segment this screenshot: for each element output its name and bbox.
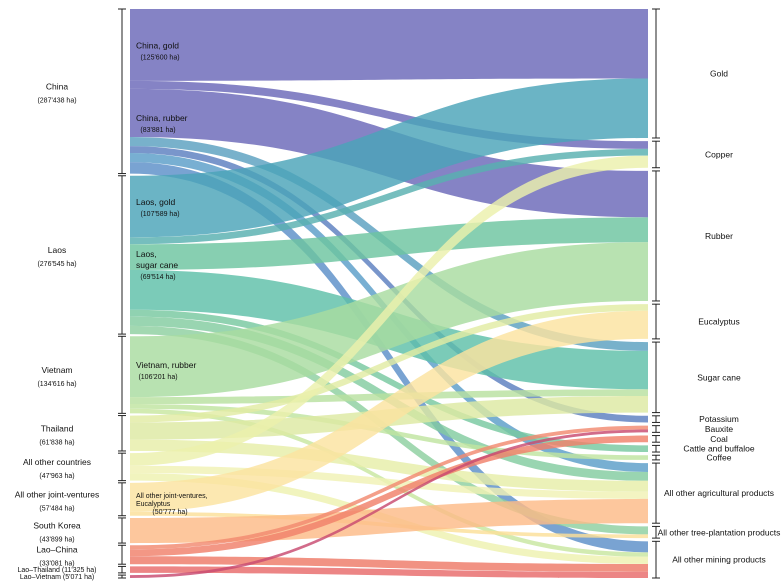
flow-vietnam-to-coffee [130,403,648,460]
target-label-other_tree: All other tree-plantation products [658,527,781,537]
source-value-other_jv: (57'484 ha) [39,505,74,512]
flow-lao_china-to-coal [130,435,648,557]
flow-vietnam-to-sugar_cane [130,389,648,404]
flow-lao_vietnam-to-bauxite [130,429,648,578]
flow-china-to-potassium [130,146,648,423]
flow-laos-to-gold [130,78,648,238]
target-label-coffee: Coffee [707,453,732,463]
bracket-layer [118,8,660,579]
sub-label-4: Vietnam, rubber [136,360,196,370]
flow-china-to-other_mining [130,162,648,553]
flow-thailand-to-eucalyptus [130,304,648,423]
source-label-lao_china: Lao–China [36,545,77,555]
flow-laos-to-rubber [130,217,648,270]
sub-label-1: China, rubber [136,113,188,123]
target-label-bauxite: Bauxite [705,424,734,434]
source-value-other_countries: (47'963 ha) [39,473,74,480]
sub-value-3: (69'514 ha) [140,274,175,281]
source-label-vietnam: Vietnam [41,365,72,375]
flow-china-to-gold [130,9,648,81]
source-value-south_korea: (43'899 ha) [39,537,74,544]
source-label-south_korea: South Korea [33,521,81,531]
source-value-vietnam: (134'616 ha) [37,381,76,388]
source-label-thailand: Thailand [41,423,74,433]
sub-value-4: (106'201 ha) [138,374,177,381]
flow-thailand-to-other_agri [130,439,648,492]
flow-layer [130,9,648,578]
flow-other_countries-to-copper [130,155,648,466]
flow-china-to-copper [130,80,648,149]
target-label-rubber: Rubber [705,231,733,241]
sub-label-3: Laos, [136,249,157,259]
sub-value-0: (125'600 ha) [140,55,179,62]
source-label-other_countries: All other countries [23,457,91,467]
source-value-laos: (276'545 ha) [37,261,76,268]
target-label-copper: Copper [705,149,733,159]
target-label-cattle: Cattle and buffaloe [683,444,754,454]
source-label-china: China [46,81,68,91]
flow-south_korea-to-other_agri [130,498,648,544]
sub-value-1: (83'881 ha) [140,127,175,134]
sub-label-2: Laos, gold [136,197,175,207]
target-label-other_mining: All other mining products [672,555,766,565]
target-label-gold: Gold [710,68,728,78]
flow-lao_china-to-bauxite [130,425,648,550]
target-label-potassium: Potassium [699,414,739,424]
flow-other_jv-to-eucalyptus [130,310,648,512]
flow-lao_thailand-to-other_mining [130,566,648,578]
flow-laos-to-cattle [130,309,648,453]
sub-label-5: All other joint-ventures, [136,493,208,500]
source-label-other_jv: All other joint-ventures [15,489,100,499]
source-label-lao_vietnam: Lao–Vietnam (5'071 ha) [20,574,94,581]
target-label-eucalyptus: Eucalyptus [698,317,740,327]
source-label-lao_thailand: Lao–Thailand (11'325 ha) [17,567,96,574]
sub-label-5: Eucalyptus [136,501,171,508]
sub-value-5: (50'777 ha) [152,509,187,516]
flow-vietnam-to-rubber [130,242,648,398]
source-value-china: (287'438 ha) [37,97,76,104]
source-label-laos: Laos [48,245,66,255]
sub-label-0: China, gold [136,41,179,51]
label-layer: China (287'438 ha) Laos (276'545 ha) Vietnam… [15,41,781,581]
source-value-lao_china: (33'081 ha) [39,561,74,568]
target-label-other_agri: All other agricultural products [664,488,774,498]
sub-value-2: (107'589 ha) [140,211,179,218]
flow-laos-to-copper [130,148,648,245]
target-label-coal: Coal [710,434,728,444]
source-value-thailand: (61'838 ha) [39,439,74,446]
sub-label-3: sugar cane [136,260,178,270]
target-label-sugar_cane: Sugar cane [697,372,741,382]
